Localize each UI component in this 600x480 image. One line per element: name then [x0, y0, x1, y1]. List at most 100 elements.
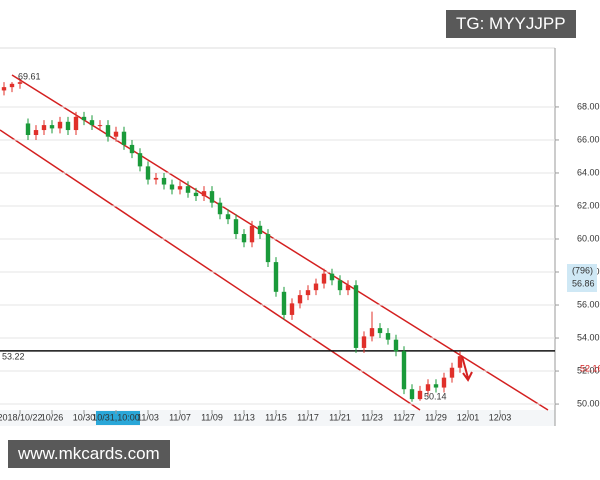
candle-body	[345, 285, 351, 291]
candle-body	[393, 339, 399, 352]
watermark-top: TG: MYYJJPP	[446, 10, 576, 38]
y-tick-label: 56.00	[577, 299, 600, 309]
x-tick-label: 10/26	[41, 412, 64, 422]
candle-body	[17, 82, 23, 84]
candle-body	[113, 131, 119, 137]
candle-body	[201, 191, 207, 197]
candle-body	[249, 225, 255, 243]
candle-body	[9, 83, 15, 88]
x-tick-label: 11/21	[329, 412, 351, 422]
arrow	[461, 355, 473, 382]
candle-body	[233, 219, 239, 235]
x-tick-label: 2018/10/22	[0, 412, 43, 422]
candle-body	[57, 121, 63, 129]
candle-body	[297, 295, 303, 304]
candle-body	[329, 273, 335, 281]
candle-body	[65, 121, 71, 131]
candle-body	[185, 186, 191, 193]
candle-body	[41, 125, 47, 131]
horizontal-line-label: 53.22	[2, 351, 25, 361]
candle-body	[105, 125, 111, 137]
x-tick-highlight	[96, 411, 140, 425]
candle-body	[337, 280, 343, 291]
x-tick-label: 12/03	[489, 412, 512, 422]
candle-body	[409, 389, 415, 400]
price-box	[567, 264, 597, 292]
candle-body	[217, 202, 223, 215]
y-tick-label: 54.00	[577, 332, 600, 342]
y-tick-label: 60.00	[577, 233, 600, 243]
x-tick-label: 11/17	[297, 412, 319, 422]
candle-body	[353, 285, 359, 348]
candle-body	[137, 153, 143, 167]
candle-body	[81, 116, 87, 121]
candle-body	[209, 191, 215, 203]
candle-body	[129, 144, 135, 154]
candle-body	[401, 351, 407, 390]
x-tick-label: 11/15	[265, 412, 287, 422]
x-tick-label: 10/31,10:00	[92, 412, 140, 422]
candle-body	[49, 125, 55, 129]
candle-body	[73, 116, 79, 131]
x-tick-label: 11/07	[169, 412, 191, 422]
right-label: (796)	[572, 265, 593, 275]
low-label: 50.14	[424, 391, 447, 401]
y-tick-label: 68.00	[577, 101, 600, 111]
candle-body	[97, 125, 103, 127]
candle-body	[361, 336, 367, 348]
channel-upper	[11, 74, 549, 411]
candle-body	[441, 377, 447, 388]
x-tick-label: 11/13	[233, 412, 255, 422]
x-tick-label: 11/23	[361, 412, 383, 422]
candle-body	[377, 328, 383, 334]
x-tick-label: 10/30	[73, 412, 96, 422]
candle-body	[457, 356, 463, 368]
marks: 50.0052.0054.0056.0058.0060.0062.0064.00…	[0, 80, 600, 425]
candle-body	[145, 166, 151, 180]
candle-body	[161, 177, 167, 185]
candle-body	[433, 384, 439, 388]
x-tick-label: 11/03	[137, 412, 159, 422]
candle-body	[273, 262, 279, 292]
chart: 50.0052.0054.0056.0058.0060.0062.0064.00…	[0, 0, 600, 430]
y-tick-label: 62.00	[577, 200, 600, 210]
y-tick-label: 52.00	[577, 365, 600, 375]
candle-body	[1, 87, 7, 91]
candle-body	[305, 290, 311, 296]
high-label: 69.61	[18, 71, 41, 81]
x-tick-label: 11/27	[393, 412, 415, 422]
channel-lower	[0, 129, 421, 411]
candle-body	[33, 130, 39, 136]
right-label: 56.86	[572, 278, 595, 288]
y-tick-label: 50.00	[577, 398, 600, 408]
candle-body	[153, 177, 159, 180]
candle-body	[177, 186, 183, 190]
background	[0, 0, 600, 430]
candle-body	[417, 390, 423, 400]
x-tick-label: 12/01	[457, 412, 480, 422]
candle-body	[225, 214, 231, 220]
candle-body	[241, 234, 247, 243]
candle-body	[385, 333, 391, 340]
watermark-bottom: www.mkcards.com	[8, 440, 170, 468]
candle-body	[89, 120, 95, 126]
candle-body	[313, 283, 319, 291]
candle-body	[321, 273, 327, 284]
candle-body	[449, 367, 455, 378]
candle-body	[425, 384, 431, 391]
candle-body	[281, 291, 287, 315]
candle-body	[193, 192, 199, 197]
candle-body	[369, 328, 375, 337]
candle-body	[265, 234, 271, 263]
candle-body	[25, 123, 31, 136]
candle-body	[257, 225, 263, 235]
y-tick-label: 64.00	[577, 167, 600, 177]
y-tick-label: 66.00	[577, 134, 600, 144]
right-label: 52.16	[580, 363, 600, 373]
candle-body	[121, 131, 127, 145]
candle-body	[169, 184, 175, 190]
x-tick-label: 11/09	[201, 412, 223, 422]
x-tick-label: 11/29	[425, 412, 447, 422]
candle-body	[289, 303, 295, 315]
